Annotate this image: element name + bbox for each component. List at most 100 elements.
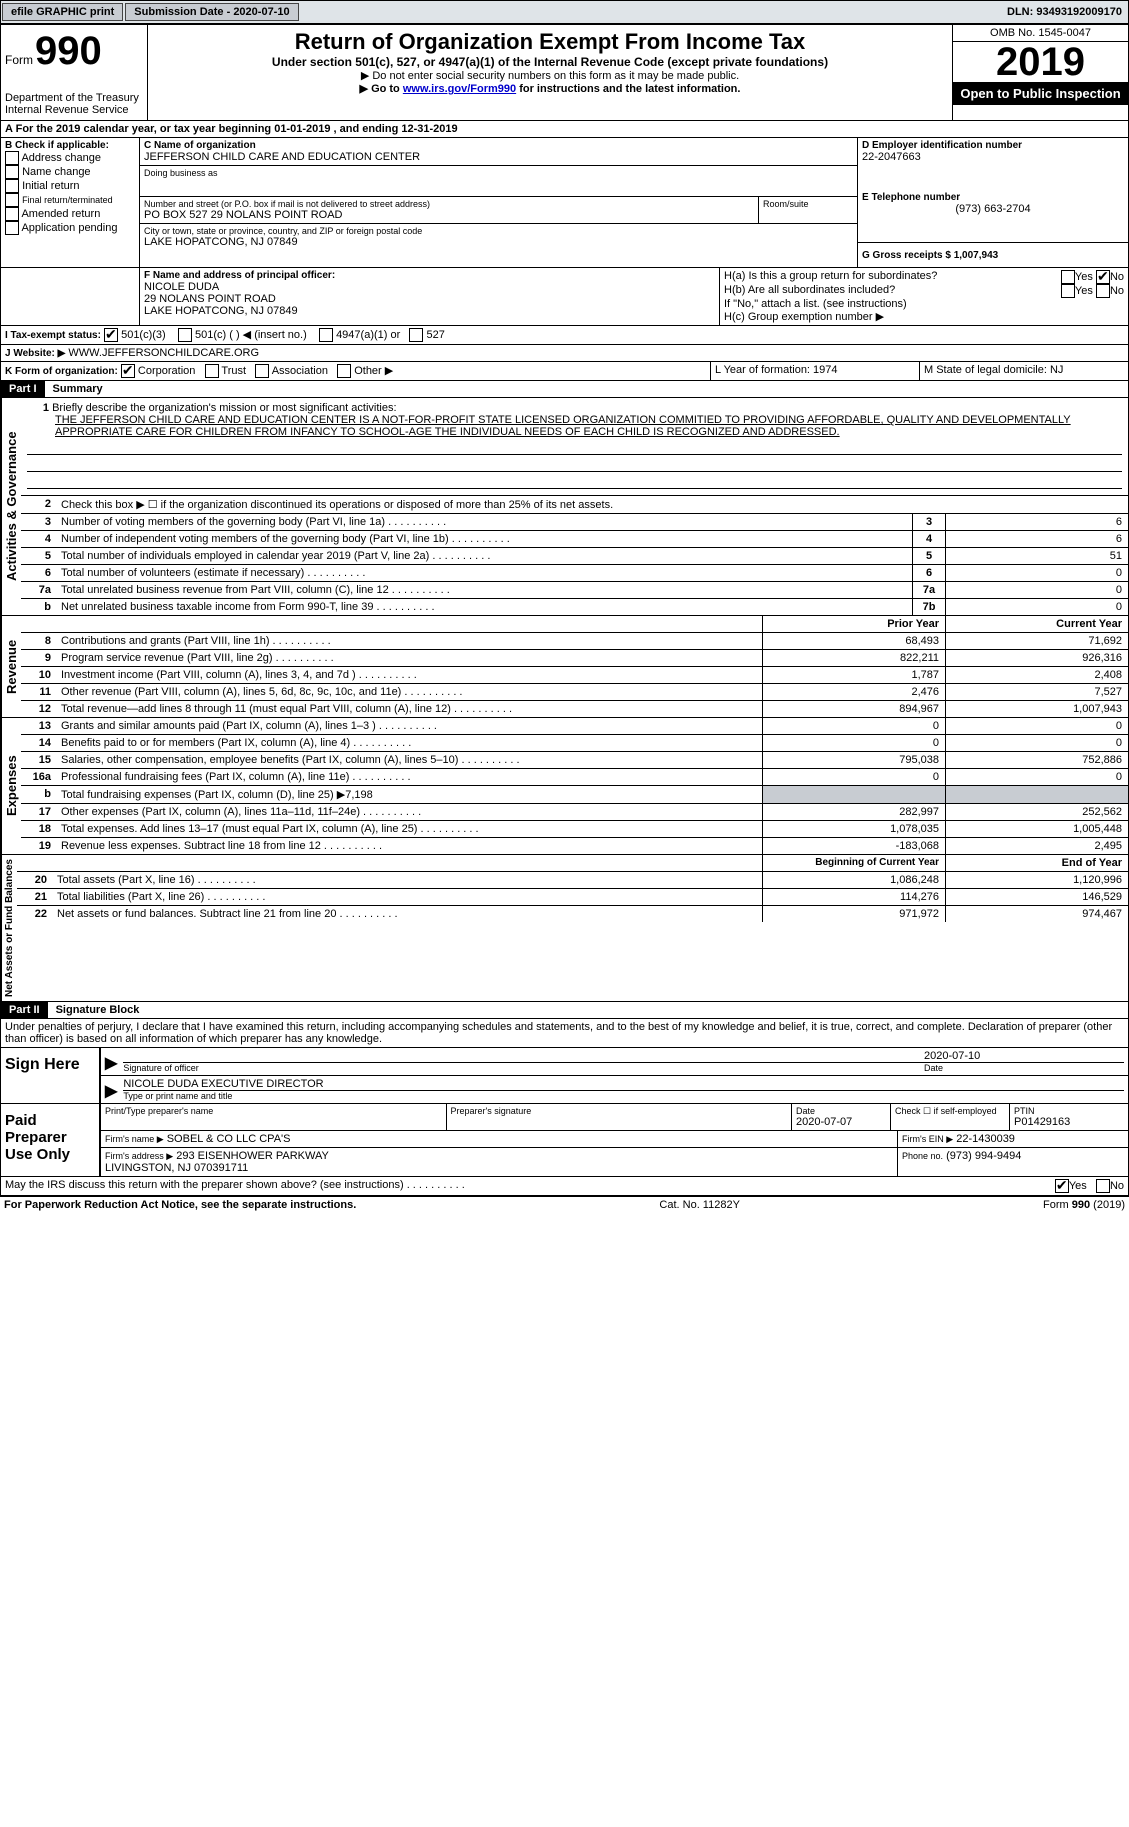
arrow-icon: ▶ [105,1053,123,1073]
page-footer: For Paperwork Reduction Act Notice, see … [0,1196,1129,1213]
chk-ha-yes[interactable] [1061,270,1075,284]
form990-link[interactable]: www.irs.gov/Form990 [403,83,516,95]
current-value: 0 [945,718,1128,734]
prior-value: 1,787 [762,667,945,683]
table-row: 18Total expenses. Add lines 13–17 (must … [21,821,1128,838]
chk-name-change[interactable] [5,165,19,179]
l7a-desc: Total unrelated business revenue from Pa… [57,582,912,598]
l7b-val: 0 [945,599,1128,615]
opt-corp: Corporation [138,365,195,377]
row-desc: Salaries, other compensation, employee b… [57,752,762,768]
section-revenue: Revenue Prior Year Current Year 8Contrib… [0,616,1129,718]
part2-header-row: Part II Signature Block [0,1002,1129,1019]
boxm-label: M State of legal domicile: NJ [920,362,1128,380]
chk-discuss-no[interactable] [1096,1179,1110,1193]
footer-left: For Paperwork Reduction Act Notice, see … [4,1199,356,1211]
yes-label: Yes [1075,271,1093,283]
current-value: 7,527 [945,684,1128,700]
part1-title: Summary [45,381,111,397]
chk-501c3[interactable] [104,328,118,342]
chk-hb-yes[interactable] [1061,284,1075,298]
hb-label: H(b) Are all subordinates included? [724,284,895,298]
l4-desc: Number of independent voting members of … [57,531,912,547]
current-value: 2,495 [945,838,1128,854]
chk-amended[interactable] [5,207,19,221]
opt-initial-return: Initial return [22,180,79,192]
chk-527[interactable] [409,328,423,342]
row-desc: Other revenue (Part VIII, column (A), li… [57,684,762,700]
city-value: LAKE HOPATCONG, NJ 07849 [144,236,853,248]
row-klm: K Form of organization: Corporation Trus… [0,362,1129,381]
opt-final-return: Final return/terminated [22,195,113,205]
chk-address-change[interactable] [5,151,19,165]
row-desc: Revenue less expenses. Subtract line 18 … [57,838,762,854]
discuss-row: May the IRS discuss this return with the… [0,1177,1129,1196]
l5-desc: Total number of individuals employed in … [57,548,912,564]
boxg-label: G Gross receipts $ 1,007,943 [862,250,998,261]
part2-tag: Part II [1,1002,48,1018]
ein-value: 22-2047663 [862,151,1124,163]
header-bar: efile GRAPHIC print Submission Date - 20… [0,0,1129,24]
chk-final-return[interactable] [5,193,19,207]
officer-typed-name: NICOLE DUDA EXECUTIVE DIRECTOR [123,1078,1124,1091]
note-goto: ▶ Go to www.irs.gov/Form990 for instruct… [156,82,944,95]
chk-discuss-yes[interactable] [1055,1179,1069,1193]
row-desc: Total assets (Part X, line 16) [53,872,762,888]
current-value: 974,467 [945,906,1128,922]
boxf-label: F Name and address of principal officer: [144,270,715,281]
chk-ha-no[interactable] [1096,270,1110,284]
chk-assoc[interactable] [255,364,269,378]
prior-value: 795,038 [762,752,945,768]
begin-year-hdr: Beginning of Current Year [762,855,945,871]
firm-phone-label: Phone no. [902,1151,943,1161]
opt-trust: Trust [221,365,246,377]
current-value [945,786,1128,803]
chk-corp[interactable] [121,364,135,378]
mission-line-3 [27,474,1122,489]
chk-app-pending[interactable] [5,221,19,235]
opt-other: Other ▶ [354,365,393,377]
mission-line-2 [27,457,1122,472]
form-number: 990 [35,29,102,74]
chk-4947[interactable] [319,328,333,342]
firm-name-label: Firm's name ▶ [105,1134,164,1144]
website-value: WWW.JEFFERSONCHILDCARE.ORG [68,347,259,359]
paid-preparer-label: Paid Preparer Use Only [1,1104,101,1176]
chk-501c[interactable] [178,328,192,342]
part1-tag: Part I [1,381,45,397]
submission-date-button[interactable]: Submission Date - 2020-07-10 [125,3,298,21]
prep-sig-label: Preparer's signature [447,1104,793,1130]
prior-value: 68,493 [762,633,945,649]
part1-header-row: Part I Summary [0,381,1129,398]
opt-app-pending: Application pending [21,222,117,234]
form-word: Form [5,53,33,67]
efile-button[interactable]: efile GRAPHIC print [2,3,123,21]
chk-hb-no[interactable] [1096,284,1110,298]
section-netassets: Net Assets or Fund Balances Beginning of… [0,855,1129,1002]
table-row: 8Contributions and grants (Part VIII, li… [21,633,1128,650]
date-label: Date [924,1063,1124,1073]
opt-501c3: 501(c)(3) [121,329,166,341]
street-label: Number and street (or P.O. box if mail i… [144,199,754,209]
l7a-val: 0 [945,582,1128,598]
table-row: 9Program service revenue (Part VIII, lin… [21,650,1128,667]
dept-label: Department of the Treasury Internal Reve… [5,92,143,116]
firm-ein-value: 22-1430039 [956,1133,1015,1145]
current-value: 146,529 [945,889,1128,905]
row-desc: Benefits paid to or for members (Part IX… [57,735,762,751]
chk-trust[interactable] [205,364,219,378]
officer-addr1: 29 NOLANS POINT ROAD [144,293,715,305]
table-row: 14Benefits paid to or for members (Part … [21,735,1128,752]
opt-name-change: Name change [22,166,91,178]
arrow-icon-2: ▶ [105,1081,123,1101]
l6-val: 0 [945,565,1128,581]
chk-other[interactable] [337,364,351,378]
chk-initial-return[interactable] [5,179,19,193]
discuss-label: May the IRS discuss this return with the… [5,1179,465,1193]
boxl-label: L Year of formation: 1974 [711,362,920,380]
table-row: 19Revenue less expenses. Subtract line 1… [21,838,1128,854]
current-value: 0 [945,735,1128,751]
l3-val: 6 [945,514,1128,530]
firm-addr-label: Firm's address ▶ [105,1151,173,1161]
vlabel-expenses: Expenses [1,718,21,854]
